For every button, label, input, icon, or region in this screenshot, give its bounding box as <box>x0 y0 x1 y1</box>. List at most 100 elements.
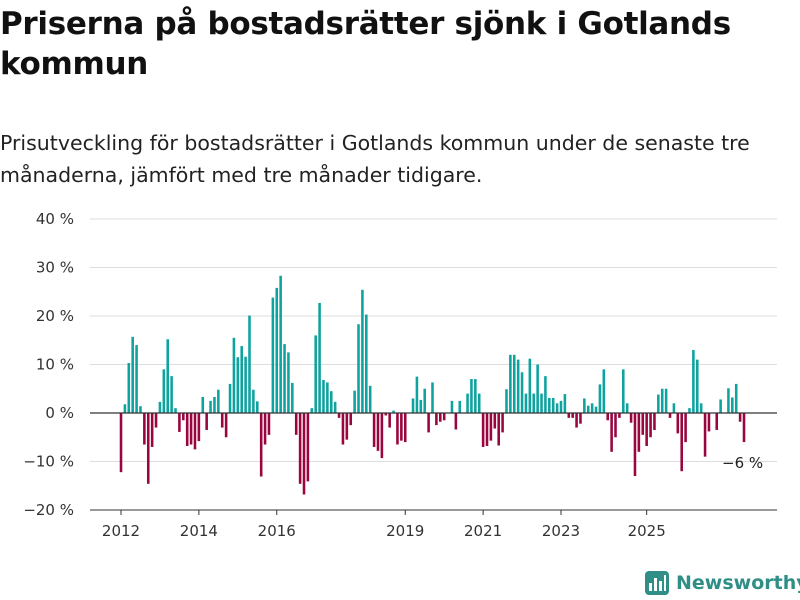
bar <box>291 382 294 413</box>
bar <box>388 413 391 428</box>
bar <box>657 394 660 413</box>
bar <box>695 359 699 413</box>
bar <box>185 413 189 446</box>
y-axis-labels: 40 % 30 % 20 % 10 % 0 % −10 % −20 % <box>23 210 74 519</box>
chart-title: Priserna på bostadsrätter sjönk i Gotlan… <box>0 6 731 82</box>
bar <box>302 413 306 495</box>
bar <box>715 413 719 430</box>
bar <box>583 398 586 413</box>
bar <box>707 413 711 432</box>
bar <box>220 413 224 428</box>
bar <box>162 369 166 413</box>
bar <box>524 393 528 413</box>
bar <box>703 413 707 457</box>
bar <box>664 388 668 413</box>
annotation: −6 % <box>722 454 763 472</box>
bar <box>403 413 407 443</box>
bar <box>248 315 251 413</box>
bar <box>119 413 123 473</box>
bar <box>333 401 337 413</box>
bar <box>602 369 606 413</box>
bar <box>629 413 633 423</box>
bar <box>267 413 271 435</box>
bar <box>699 403 703 413</box>
x-tick-label: 2014 <box>180 522 218 540</box>
bar <box>645 413 648 446</box>
bar <box>485 413 489 446</box>
bar <box>470 379 473 413</box>
bar <box>633 413 637 477</box>
bar <box>318 302 321 413</box>
y-tick-label: 30 % <box>36 259 74 277</box>
bar <box>396 413 399 445</box>
bar <box>150 413 154 447</box>
bar <box>411 398 415 413</box>
bar <box>154 413 158 428</box>
bar-chart-icon <box>645 571 669 595</box>
bar-series <box>119 275 746 495</box>
y-tick-label: 40 % <box>36 210 74 228</box>
bar <box>178 413 181 432</box>
bar <box>618 413 621 418</box>
bar <box>252 389 255 413</box>
bar <box>489 413 493 441</box>
bar <box>563 394 567 413</box>
bar <box>135 345 138 413</box>
bar <box>189 413 193 445</box>
bar <box>668 413 672 418</box>
bar <box>166 339 170 413</box>
bar <box>345 413 349 440</box>
bar <box>380 413 384 459</box>
bar <box>275 287 279 413</box>
bar <box>606 413 609 421</box>
bar <box>637 413 641 452</box>
bar <box>548 397 551 413</box>
bar <box>509 354 512 413</box>
bar <box>400 413 403 441</box>
bar <box>131 336 134 413</box>
bar <box>372 413 376 447</box>
bar <box>520 372 524 413</box>
bar <box>738 413 742 422</box>
bar <box>419 399 423 413</box>
bar <box>427 413 430 433</box>
bar <box>306 413 310 482</box>
bar <box>174 408 177 413</box>
bar <box>224 413 228 438</box>
bar <box>477 393 481 413</box>
bar <box>368 385 372 413</box>
bar <box>551 397 555 413</box>
bar <box>528 358 532 413</box>
bar <box>329 391 333 413</box>
bar <box>466 393 469 413</box>
x-tick-label: 2019 <box>386 522 424 540</box>
bar <box>590 403 594 413</box>
bar <box>555 403 559 413</box>
bar <box>586 405 590 413</box>
bar <box>731 397 734 413</box>
bar <box>431 382 434 413</box>
y-tick-label: 0 % <box>45 404 74 422</box>
bar <box>310 408 314 413</box>
bar <box>209 400 212 414</box>
last-value-label: −6 % <box>722 454 763 472</box>
bar <box>594 406 598 413</box>
bar <box>213 397 216 413</box>
bar <box>622 369 625 413</box>
bar <box>271 297 275 413</box>
bar <box>571 413 574 418</box>
y-tick-label: 20 % <box>36 307 74 325</box>
bar <box>259 413 263 477</box>
bar <box>326 382 329 413</box>
bar <box>139 406 142 413</box>
bar <box>197 413 201 442</box>
bar <box>341 413 345 445</box>
bar <box>692 349 695 413</box>
bar <box>742 413 746 443</box>
bar <box>201 397 205 413</box>
bar <box>505 389 508 413</box>
bar <box>283 344 286 413</box>
bar <box>684 413 687 443</box>
bar <box>376 413 380 451</box>
bar <box>240 346 243 413</box>
